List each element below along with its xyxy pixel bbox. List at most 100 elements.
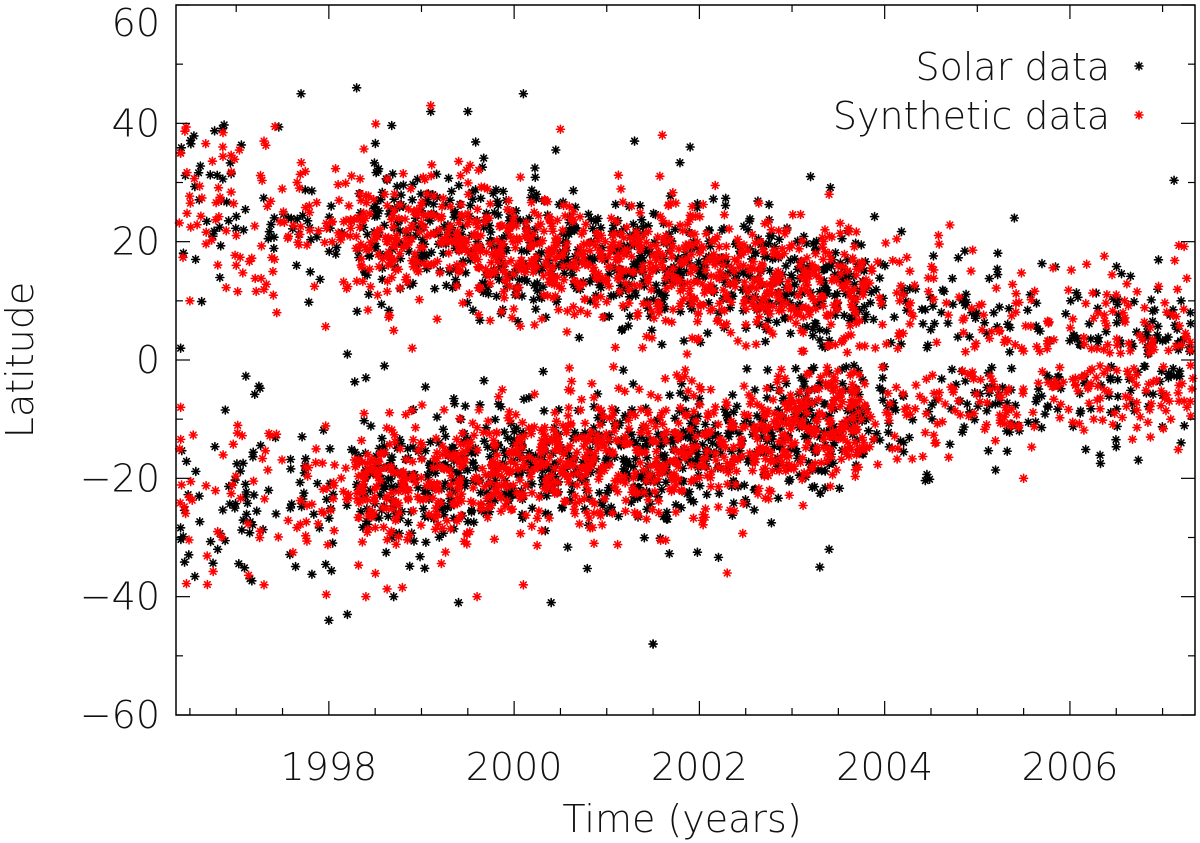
data-point — [651, 262, 661, 272]
legend-marker-synthetic — [1134, 110, 1144, 120]
data-point — [175, 402, 186, 413]
data-point — [504, 447, 515, 458]
data-point — [486, 257, 497, 268]
data-point — [1070, 379, 1081, 390]
data-point — [310, 457, 321, 468]
data-point — [1174, 396, 1184, 406]
data-point — [386, 120, 397, 131]
data-point — [328, 493, 339, 504]
data-point — [527, 488, 537, 498]
data-point — [295, 221, 306, 232]
data-point — [329, 525, 339, 536]
data-point — [410, 422, 421, 433]
data-point — [943, 318, 953, 328]
data-point — [540, 257, 551, 267]
data-point — [251, 286, 261, 297]
data-point — [406, 405, 417, 416]
data-point — [1151, 375, 1162, 386]
data-point — [273, 532, 284, 542]
data-point — [710, 234, 721, 244]
data-point — [821, 284, 831, 295]
data-point — [604, 281, 614, 291]
data-point — [470, 137, 481, 147]
data-point — [818, 442, 829, 453]
data-point — [652, 462, 663, 472]
data-point — [249, 490, 259, 500]
data-point — [361, 372, 371, 383]
data-point — [898, 328, 909, 339]
data-point — [675, 157, 685, 168]
data-point — [601, 428, 612, 439]
data-point — [751, 317, 762, 327]
data-point — [1002, 446, 1013, 457]
data-point — [460, 401, 471, 411]
data-point — [255, 170, 266, 181]
data-point — [931, 337, 942, 348]
data-point — [589, 392, 599, 403]
data-point — [722, 568, 732, 578]
data-point — [721, 397, 731, 407]
data-point — [302, 240, 312, 250]
data-point — [483, 416, 493, 426]
data-point — [718, 436, 729, 447]
data-point — [836, 269, 846, 279]
data-point — [1099, 368, 1109, 378]
data-point — [1004, 347, 1015, 357]
data-point — [614, 274, 624, 285]
data-point — [625, 409, 636, 419]
data-point — [387, 504, 397, 514]
data-point — [1141, 385, 1151, 396]
data-point — [532, 262, 542, 272]
data-point — [837, 233, 847, 244]
data-point — [235, 493, 246, 504]
data-point — [896, 281, 906, 291]
data-point — [690, 229, 700, 239]
data-point — [889, 312, 900, 322]
data-point — [1054, 362, 1065, 373]
data-point — [726, 297, 737, 308]
data-point — [588, 454, 598, 464]
data-point — [610, 199, 621, 210]
data-point — [1171, 311, 1182, 322]
data-point — [691, 431, 701, 442]
data-point — [1033, 378, 1044, 388]
data-point — [381, 494, 392, 505]
data-point — [445, 201, 456, 212]
data-point — [632, 508, 643, 519]
data-point — [260, 445, 271, 456]
data-point — [417, 400, 427, 410]
data-point — [1146, 295, 1157, 305]
data-point — [538, 460, 549, 471]
data-point — [579, 239, 589, 249]
data-point — [796, 373, 806, 383]
data-point — [265, 196, 276, 207]
data-point — [1111, 365, 1122, 376]
data-point — [208, 566, 218, 577]
data-point — [351, 83, 362, 93]
data-point — [1055, 399, 1066, 410]
data-point — [648, 435, 659, 446]
data-point — [207, 156, 218, 167]
data-point — [370, 522, 381, 533]
data-point — [644, 263, 655, 274]
data-point — [814, 384, 824, 394]
data-point — [1100, 316, 1110, 326]
data-point — [295, 495, 306, 506]
data-point — [522, 226, 532, 237]
data-point — [954, 292, 964, 302]
data-point — [1181, 273, 1192, 284]
data-point — [469, 242, 480, 253]
data-point — [1179, 420, 1190, 431]
data-point — [1074, 418, 1085, 429]
data-point — [259, 580, 269, 590]
data-point — [651, 240, 662, 251]
data-point — [1010, 339, 1021, 350]
data-point — [1048, 263, 1058, 273]
data-point — [797, 303, 807, 313]
data-point — [565, 386, 576, 396]
data-point — [542, 290, 553, 301]
data-point — [964, 332, 975, 342]
data-point — [668, 187, 678, 198]
data-point — [580, 418, 590, 429]
data-point — [936, 307, 947, 318]
